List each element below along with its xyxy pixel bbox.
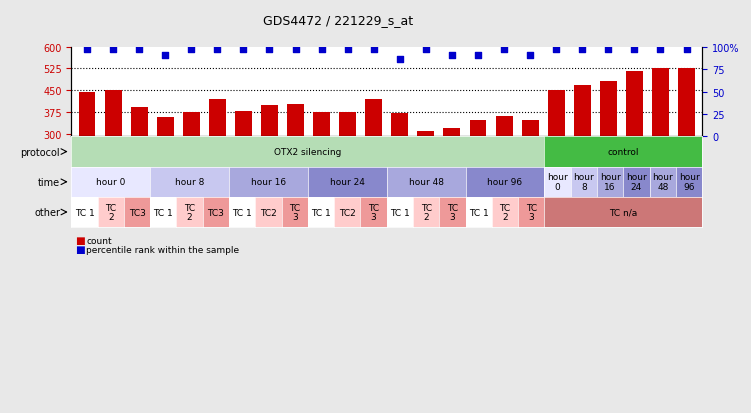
Point xyxy=(680,47,692,54)
Bar xyxy=(574,85,591,221)
Point xyxy=(602,47,614,54)
Text: TC
2: TC 2 xyxy=(499,203,511,222)
Bar xyxy=(261,105,278,221)
Bar xyxy=(157,117,173,221)
Point xyxy=(159,52,171,59)
Text: hour 0: hour 0 xyxy=(96,178,125,187)
Text: GDS4472 / 221229_s_at: GDS4472 / 221229_s_at xyxy=(263,14,413,27)
Text: hour 16: hour 16 xyxy=(251,178,286,187)
Text: TC 1: TC 1 xyxy=(153,208,173,217)
Text: percentile rank within the sample: percentile rank within the sample xyxy=(86,245,240,254)
Point xyxy=(472,52,484,59)
Bar xyxy=(79,93,95,221)
Point xyxy=(654,47,666,54)
Text: TC2: TC2 xyxy=(260,208,277,217)
Point xyxy=(133,47,145,54)
Bar xyxy=(313,113,330,221)
Bar xyxy=(182,113,200,221)
Point xyxy=(550,47,562,54)
Text: protocol: protocol xyxy=(20,147,60,157)
Text: OTX2 silencing: OTX2 silencing xyxy=(274,148,342,157)
Text: time: time xyxy=(38,177,60,188)
Text: hour
48: hour 48 xyxy=(653,173,673,192)
Text: TC3: TC3 xyxy=(128,208,146,217)
Text: hour 48: hour 48 xyxy=(409,178,444,187)
Bar xyxy=(626,72,643,221)
Text: TC n/a: TC n/a xyxy=(609,208,638,217)
Bar xyxy=(652,69,669,221)
Point xyxy=(629,47,641,54)
Text: ■: ■ xyxy=(75,244,85,254)
Bar xyxy=(104,90,122,221)
Point xyxy=(264,47,276,54)
Text: hour 8: hour 8 xyxy=(175,178,204,187)
Bar xyxy=(547,91,565,221)
Text: control: control xyxy=(608,148,639,157)
Text: hour 96: hour 96 xyxy=(487,178,523,187)
Text: other: other xyxy=(34,207,60,218)
Point xyxy=(394,57,406,63)
Text: hour
8: hour 8 xyxy=(574,173,594,192)
Bar xyxy=(131,108,148,221)
Text: TC
3: TC 3 xyxy=(368,203,379,222)
Text: hour
0: hour 0 xyxy=(547,173,568,192)
Text: TC 1: TC 1 xyxy=(311,208,331,217)
Text: ■: ■ xyxy=(75,235,85,245)
Bar xyxy=(522,120,538,221)
Text: hour 24: hour 24 xyxy=(330,178,365,187)
Text: hour
16: hour 16 xyxy=(600,173,620,192)
Text: hour
96: hour 96 xyxy=(679,173,699,192)
Point xyxy=(576,47,588,54)
Point xyxy=(107,47,119,54)
Text: TC
3: TC 3 xyxy=(447,203,458,222)
Point xyxy=(524,52,536,59)
Bar xyxy=(678,69,695,221)
Bar xyxy=(209,100,226,221)
Text: TC
2: TC 2 xyxy=(105,203,116,222)
Point xyxy=(185,47,198,54)
Text: TC 1: TC 1 xyxy=(469,208,489,217)
Text: TC 1: TC 1 xyxy=(74,208,95,217)
Point xyxy=(211,47,223,54)
Text: TC
3: TC 3 xyxy=(526,203,537,222)
Text: TC3: TC3 xyxy=(207,208,225,217)
Text: TC
3: TC 3 xyxy=(289,203,300,222)
Point xyxy=(368,47,380,54)
Bar xyxy=(443,129,460,221)
Text: TC 1: TC 1 xyxy=(232,208,252,217)
Bar xyxy=(365,100,382,221)
Bar xyxy=(418,132,434,221)
Point xyxy=(342,47,354,54)
Point xyxy=(446,52,458,59)
Point xyxy=(315,47,327,54)
Text: TC 1: TC 1 xyxy=(390,208,410,217)
Text: count: count xyxy=(86,236,112,245)
Point xyxy=(420,47,432,54)
Point xyxy=(237,47,249,54)
Bar xyxy=(339,113,356,221)
Text: TC2: TC2 xyxy=(339,208,356,217)
Bar xyxy=(235,112,252,221)
Text: hour
24: hour 24 xyxy=(626,173,647,192)
Bar xyxy=(469,120,487,221)
Point xyxy=(498,47,510,54)
Bar xyxy=(391,114,409,221)
Bar xyxy=(600,82,617,221)
Point xyxy=(290,47,302,54)
Text: TC
2: TC 2 xyxy=(421,203,432,222)
Bar xyxy=(496,117,512,221)
Bar xyxy=(287,104,304,221)
Text: TC
2: TC 2 xyxy=(184,203,195,222)
Point xyxy=(81,47,93,54)
